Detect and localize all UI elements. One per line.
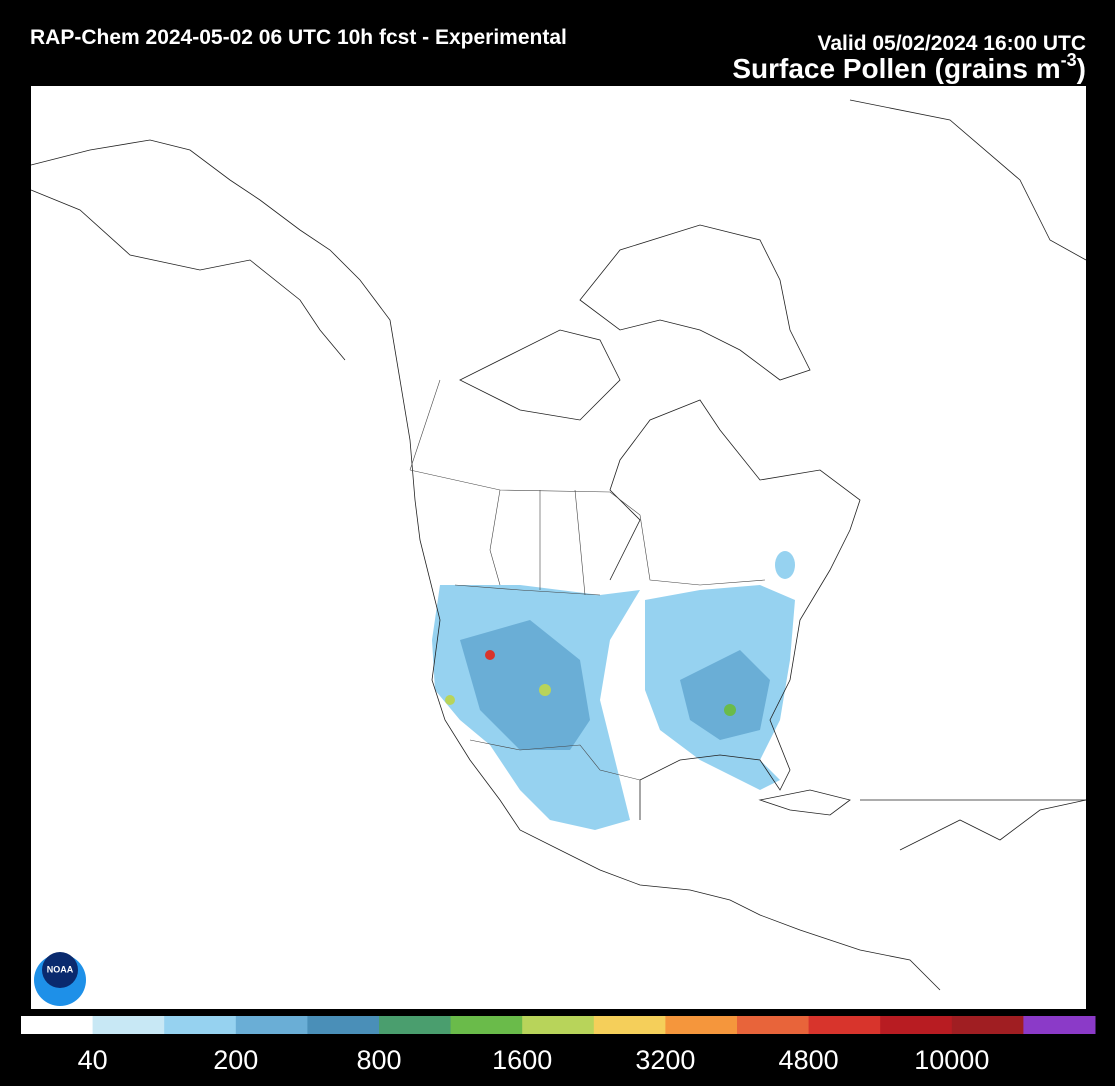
valid-time: Valid 05/02/2024 16:00 UTC xyxy=(818,32,1087,55)
colorbar-label: 4800 xyxy=(779,1045,839,1075)
colorbar-swatch xyxy=(808,1016,881,1034)
pollen-high xyxy=(445,695,455,705)
colorbar-label: 3200 xyxy=(635,1045,695,1075)
logo-text: NOAA xyxy=(47,964,74,974)
colorbar-swatch xyxy=(21,1016,94,1034)
colorbar-swatch xyxy=(164,1016,237,1034)
map xyxy=(30,86,1087,1009)
colorbar-swatch xyxy=(593,1016,666,1034)
pollen-high xyxy=(724,704,736,716)
colorbar-label: 10000 xyxy=(914,1045,989,1075)
south-america-coast xyxy=(899,799,1087,851)
product-title: Surface Pollen (grains m-3) xyxy=(732,50,1086,84)
title: RAP-Chem 2024-05-02 06 UTC 10h fcst - Ex… xyxy=(30,26,567,49)
province-borders xyxy=(409,379,586,596)
pollen-maine xyxy=(775,551,795,579)
pollen-peak xyxy=(485,650,495,660)
coastline xyxy=(609,399,861,820)
arctic-islands xyxy=(459,329,621,421)
colorbar-swatch xyxy=(307,1016,380,1034)
colorbar-swatch xyxy=(522,1016,595,1034)
cuba xyxy=(758,789,851,816)
colorbar-swatch xyxy=(379,1016,452,1034)
pollen-field xyxy=(432,551,795,830)
colorbar-label: 200 xyxy=(213,1045,258,1075)
colorbar-swatch xyxy=(665,1016,738,1034)
product-name: Surface Pollen (grains m xyxy=(732,53,1060,84)
eurasia-coast xyxy=(849,99,1087,261)
coastline xyxy=(30,189,346,361)
colorbar-swatch xyxy=(450,1016,523,1034)
pollen-high xyxy=(539,684,551,696)
colorbar-label: 1600 xyxy=(492,1045,552,1075)
greenland xyxy=(579,224,811,381)
map-area xyxy=(31,86,1086,1009)
product-exponent: -3 xyxy=(1061,50,1077,70)
colorbar-swatch xyxy=(880,1016,953,1034)
colorbar-swatch xyxy=(92,1016,165,1034)
colorbar-swatch xyxy=(737,1016,810,1034)
colorbar-swatch xyxy=(1023,1016,1096,1034)
product-close: ) xyxy=(1077,53,1086,84)
colorbar-label: 40 xyxy=(78,1045,108,1075)
colorbar-swatch xyxy=(951,1016,1024,1034)
us-border xyxy=(454,584,641,781)
coastline xyxy=(30,139,941,991)
pollen-east-mid xyxy=(680,650,770,740)
logo-inner xyxy=(42,952,78,988)
colorbar-label: 800 xyxy=(356,1045,401,1075)
noaa-logo: NOAA xyxy=(34,952,86,1006)
colorbar-swatch xyxy=(235,1016,308,1034)
colorbar: 40 200 800 1600 3200 4800 10000 xyxy=(21,1016,1096,1075)
